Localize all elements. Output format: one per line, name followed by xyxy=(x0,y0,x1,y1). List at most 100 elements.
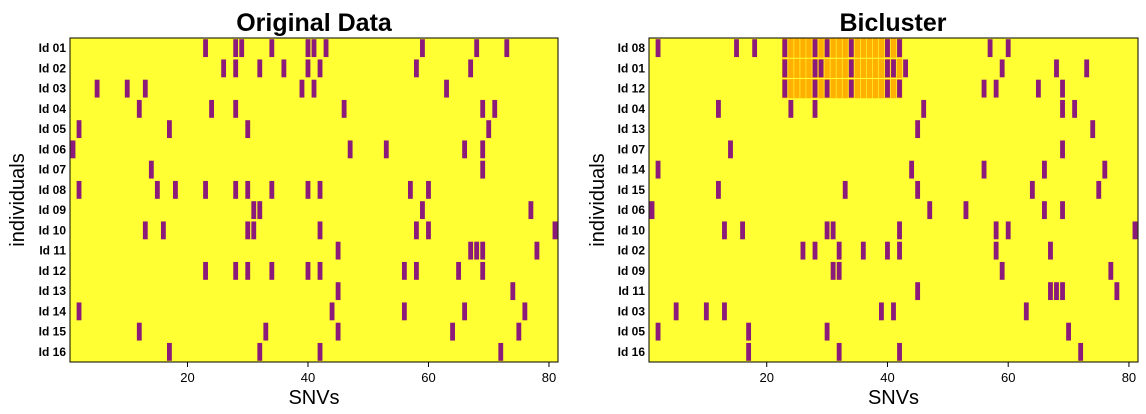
snv-mark xyxy=(812,241,818,260)
snv-mark xyxy=(903,59,908,78)
snv-mark xyxy=(311,39,317,58)
row-label: Id 08 xyxy=(39,183,67,197)
row-label: Id 04 xyxy=(39,102,67,116)
snv-mark xyxy=(909,160,915,179)
y-axis-label: individuals xyxy=(7,153,29,246)
snv-mark xyxy=(136,322,142,341)
snv-mark xyxy=(812,79,818,98)
row-label: Id 15 xyxy=(618,183,646,197)
snv-mark xyxy=(257,201,263,220)
snv-mark xyxy=(836,342,842,361)
row-label: Id 13 xyxy=(39,284,67,298)
snv-mark xyxy=(251,221,257,240)
snv-mark xyxy=(1060,201,1065,220)
row-label: Id 05 xyxy=(39,122,67,136)
snv-mark xyxy=(468,59,474,78)
snv-mark xyxy=(444,79,449,98)
snv-mark xyxy=(420,39,425,58)
snv-mark xyxy=(915,120,921,139)
snv-mark xyxy=(1114,282,1120,301)
snv-mark xyxy=(263,322,269,341)
snv-mark xyxy=(655,160,661,179)
snv-mark xyxy=(173,180,178,199)
snv-mark xyxy=(830,221,836,240)
snv-mark xyxy=(480,99,486,118)
snv-mark xyxy=(987,39,993,58)
chart-title: Bicluster xyxy=(840,9,947,37)
x-tick-label: 40 xyxy=(301,370,315,385)
snv-mark xyxy=(885,79,890,98)
row-label: Id 10 xyxy=(618,223,646,237)
snv-mark xyxy=(915,180,921,199)
snv-mark xyxy=(1029,180,1035,199)
snv-mark xyxy=(1035,79,1041,98)
snv-mark xyxy=(245,221,251,240)
snv-mark xyxy=(1054,59,1059,78)
snv-mark xyxy=(722,221,727,240)
bicluster-cell xyxy=(842,58,848,78)
bicluster-cell xyxy=(806,38,812,58)
snv-mark xyxy=(148,160,154,179)
x-axis-label: SNVs xyxy=(288,387,339,409)
snv-mark xyxy=(993,241,999,260)
snv-mark xyxy=(414,221,419,240)
snv-mark xyxy=(1090,120,1096,139)
bicluster-cell xyxy=(842,79,848,99)
snv-mark xyxy=(782,39,788,58)
snv-mark xyxy=(335,322,341,341)
snv-mark xyxy=(788,99,794,118)
snv-mark xyxy=(203,261,208,280)
snv-mark xyxy=(885,39,890,58)
bicluster-cell xyxy=(866,79,873,99)
row-label: Id 06 xyxy=(618,203,646,217)
snv-mark xyxy=(655,39,661,58)
row-label: Id 10 xyxy=(39,223,67,237)
bicluster-cell xyxy=(824,58,830,78)
snv-mark xyxy=(848,59,854,78)
bicluster-cell xyxy=(830,58,836,78)
bicluster-cell xyxy=(806,79,812,99)
snv-mark xyxy=(76,180,82,199)
snv-mark xyxy=(414,261,419,280)
snv-mark xyxy=(1066,322,1071,341)
bicluster-cell xyxy=(794,79,800,99)
bicluster-cell xyxy=(806,58,812,78)
row-label: Id 11 xyxy=(39,244,66,258)
snv-mark xyxy=(818,59,824,78)
x-tick-label: 80 xyxy=(1122,370,1136,385)
snv-mark xyxy=(824,221,830,240)
bicluster-cell xyxy=(800,38,806,58)
snv-mark xyxy=(1054,282,1059,301)
snv-mark xyxy=(323,39,329,58)
bicluster-cell xyxy=(866,38,873,58)
snv-mark xyxy=(963,201,969,220)
bicluster-cell xyxy=(890,38,897,58)
snv-mark xyxy=(474,39,480,58)
snv-mark xyxy=(927,201,933,220)
snv-mark xyxy=(317,180,323,199)
snv-mark xyxy=(317,342,323,361)
snv-mark xyxy=(885,241,890,260)
snv-mark xyxy=(450,322,455,341)
row-label: Id 07 xyxy=(618,142,646,156)
snv-mark xyxy=(1005,39,1011,58)
row-label: Id 01 xyxy=(39,41,67,55)
snv-mark xyxy=(649,201,655,220)
snv-mark xyxy=(456,261,462,280)
snv-mark xyxy=(885,59,890,78)
bicluster-cell xyxy=(866,58,873,78)
snv-mark xyxy=(269,39,275,58)
snv-mark xyxy=(474,241,480,260)
snv-mark xyxy=(257,59,263,78)
snv-mark xyxy=(203,39,208,58)
snv-mark xyxy=(1042,201,1047,220)
bicluster-cell xyxy=(872,58,879,78)
snv-mark xyxy=(842,180,848,199)
bicluster-cell xyxy=(896,58,903,78)
x-axis-label: SNVs xyxy=(868,387,919,409)
snv-mark xyxy=(897,221,902,240)
snv-mark xyxy=(740,221,745,240)
snv-mark xyxy=(528,201,534,220)
snv-mark xyxy=(257,342,263,361)
row-label: Id 15 xyxy=(39,325,67,339)
